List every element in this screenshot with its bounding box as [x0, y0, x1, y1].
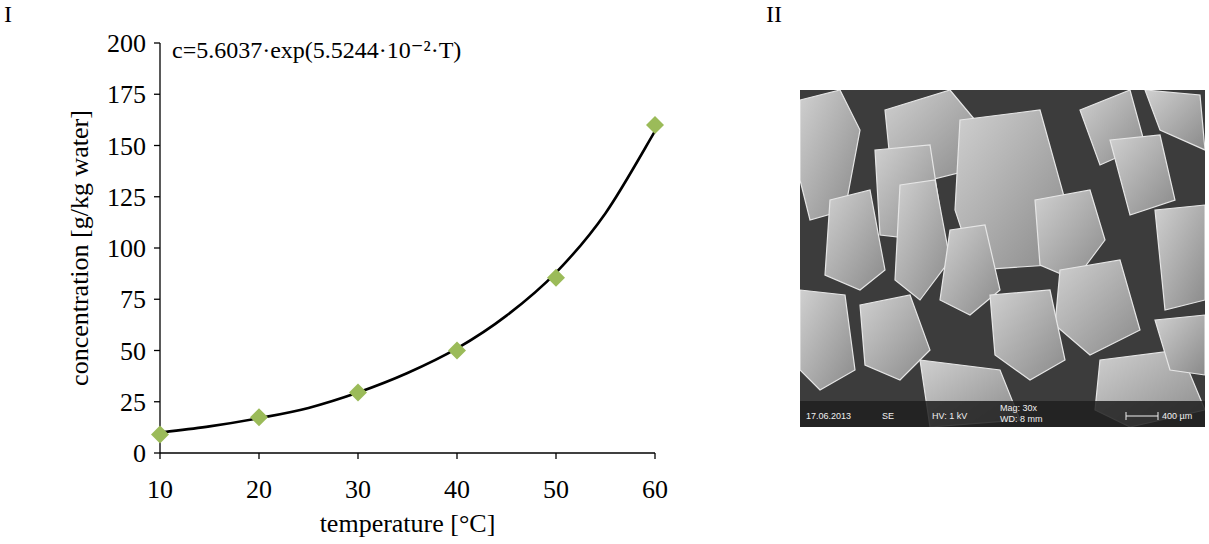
crystal	[800, 290, 855, 390]
info-text: WD: 8 mm	[1000, 414, 1043, 424]
info-text: 17.06.2013	[806, 411, 851, 421]
crystal	[860, 295, 930, 380]
y-tick	[154, 299, 160, 300]
y-tick-label: 100	[107, 234, 146, 263]
y-tick-label: 150	[107, 132, 146, 161]
y-tick-label: 175	[107, 80, 146, 109]
data-point	[448, 342, 466, 360]
y-tick	[154, 196, 160, 197]
crystal	[1155, 315, 1205, 375]
crystal	[1055, 260, 1140, 355]
crystal	[1155, 205, 1205, 310]
data-point	[547, 269, 565, 287]
plot-marks	[151, 116, 664, 444]
y-tick	[154, 401, 160, 402]
x-tick	[654, 453, 655, 459]
y-tick	[154, 247, 160, 248]
info-text: HV: 1 kV	[932, 411, 967, 421]
fit-curve	[160, 131, 655, 432]
x-tick-label: 30	[345, 475, 371, 504]
data-point	[250, 408, 268, 426]
data-point	[349, 384, 367, 402]
y-tick	[154, 145, 160, 146]
y-tick	[154, 350, 160, 351]
scale-bar-end	[1158, 412, 1159, 420]
y-tick	[154, 452, 160, 453]
info-text: SE	[882, 411, 894, 421]
x-axis-line	[160, 452, 655, 453]
info-text: Mag: 30x	[1000, 403, 1038, 413]
info-texts: 17.06.2013 SE HV: 1 kV Mag: 30xWD: 8 mm 400 …	[806, 403, 1192, 424]
x-tick-label: 20	[246, 475, 272, 504]
data-point	[646, 116, 664, 134]
axes: 0 25 50 75 100 125 150 175 200 10 20 30 40 50 60	[107, 29, 668, 504]
x-tick-label: 10	[147, 475, 173, 504]
x-tick	[159, 453, 160, 459]
crystal	[1110, 135, 1175, 215]
x-tick-label: 60	[642, 475, 668, 504]
info-bar	[800, 401, 1205, 427]
x-tick	[456, 453, 457, 459]
info-text: 400 µm	[1162, 411, 1192, 421]
y-tick-label: 125	[107, 183, 146, 212]
crystal	[825, 190, 885, 290]
micrograph-background	[800, 90, 1205, 427]
x-axis-title: temperature [°C]	[320, 509, 496, 538]
panel-label: II	[766, 1, 782, 27]
y-tick-label: 75	[120, 285, 146, 314]
crystal	[895, 180, 950, 300]
y-tick-label: 25	[120, 388, 146, 417]
scale-bar	[1126, 416, 1158, 417]
data-point	[151, 426, 169, 444]
equation: c=5.6037·exp(5.5244·10⁻²·T)	[172, 37, 461, 63]
scale-bar-end	[1126, 412, 1127, 420]
micrograph	[800, 90, 1205, 427]
x-tick	[555, 453, 556, 459]
x-tick-label: 40	[444, 475, 470, 504]
x-tick-label: 50	[543, 475, 569, 504]
y-tick	[154, 94, 160, 95]
figure: I 0 25 50 75 100 125 150 175 200 10 20 30 40 50 60 tempe…	[0, 0, 1209, 544]
crystal	[1145, 90, 1205, 150]
y-tick	[154, 42, 160, 43]
x-tick	[357, 453, 358, 459]
crystal	[990, 290, 1065, 380]
y-tick-label: 0	[133, 439, 146, 468]
y-axis-title: concentration [g/kg water]	[65, 110, 94, 386]
y-tick-label: 50	[120, 337, 146, 366]
y-tick-label: 200	[107, 29, 146, 58]
x-tick	[258, 453, 259, 459]
panel-label: I	[4, 1, 12, 27]
